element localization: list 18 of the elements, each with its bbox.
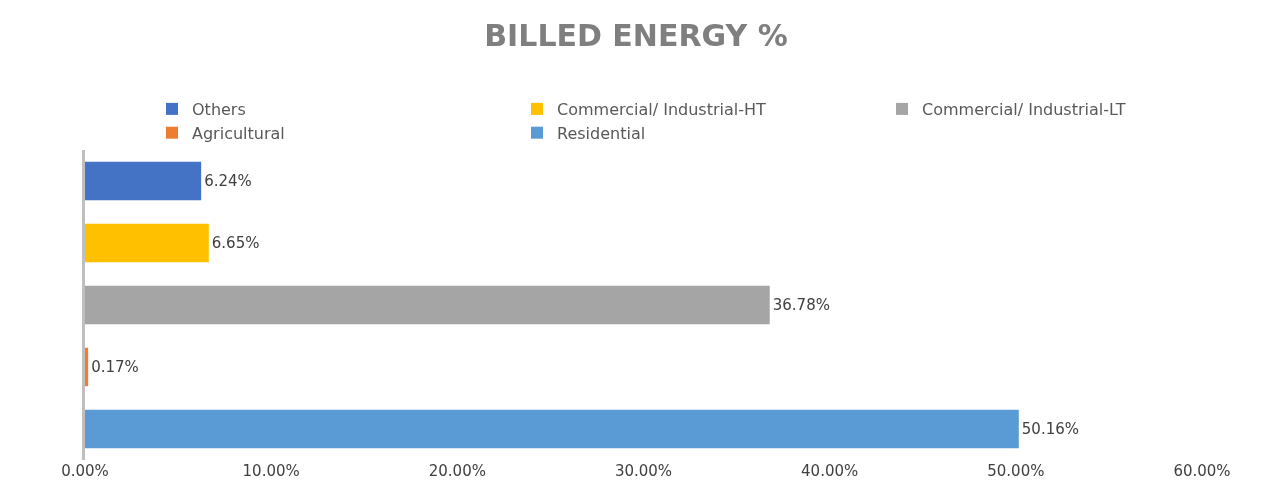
- x-tick-label: 50.00%: [987, 462, 1045, 480]
- x-tick-label: 60.00%: [1173, 462, 1231, 480]
- legend-label: Commercial/ Industrial-HT: [557, 100, 767, 120]
- chart-title: BILLED ENERGY %: [484, 18, 788, 53]
- data-label: 6.24%: [204, 172, 252, 190]
- x-tick-label: 40.00%: [801, 462, 859, 480]
- data-label: 50.16%: [1021, 420, 1080, 438]
- x-tick-label: 20.00%: [428, 462, 486, 480]
- x-tick-label: 0.00%: [61, 462, 109, 480]
- data-label: 36.78%: [772, 296, 830, 314]
- legend-label: Agricultural: [192, 123, 285, 143]
- legend-label: Others: [192, 100, 246, 120]
- data-label: 0.17%: [91, 358, 139, 376]
- x-tick-label: 30.00%: [614, 462, 673, 480]
- legend-label: Residential: [557, 123, 646, 143]
- x-tick-label: 10.00%: [242, 462, 300, 480]
- data-label: 6.65%: [211, 234, 260, 252]
- legend-label: Commercial/ Industrial-LT: [922, 100, 1126, 120]
